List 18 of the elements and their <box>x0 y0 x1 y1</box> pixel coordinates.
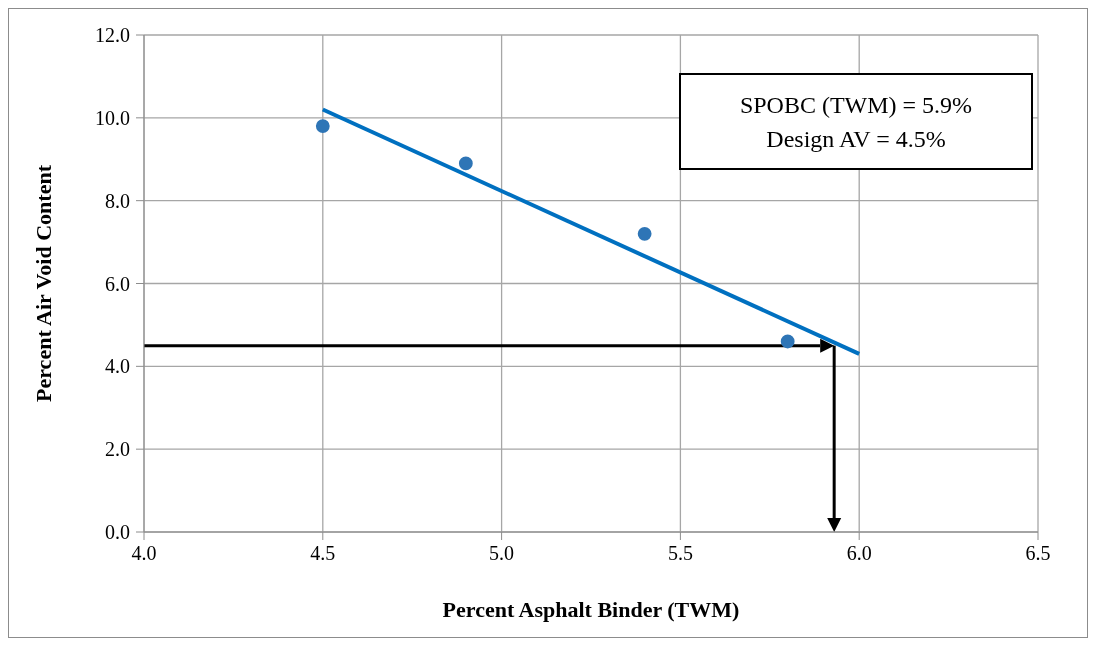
x-tick-label: 6.5 <box>1025 542 1051 565</box>
annotation: Design AV = 4.5% <box>766 124 946 154</box>
x-tick-label: 5.0 <box>489 542 515 565</box>
x-tick-label: 4.5 <box>310 542 336 565</box>
y-tick-label: 10.0 <box>95 106 130 129</box>
x-axis-title: Percent Asphalt Binder (TWM) <box>442 597 740 622</box>
annotation: SPOBC (TWM) = 5.9% <box>739 90 973 120</box>
y-tick-label: 0.0 <box>105 521 130 544</box>
x-tick-label: 4.0 <box>131 542 157 565</box>
y-tick-label: 4.0 <box>105 355 130 378</box>
y-tick-label: 2.0 <box>105 438 130 461</box>
y-tick-label: 6.0 <box>105 272 130 295</box>
y-tick-label: 12.0 <box>95 24 130 47</box>
x-tick-label: 5.5 <box>667 542 693 565</box>
y-axis-title: Percent Air Void Content <box>30 164 56 402</box>
x-tick-label: 6.0 <box>846 542 872 565</box>
y-tick-label: 8.0 <box>105 189 130 212</box>
text-box: SPOBC (TWM) = 5.9% Design AV = 4.5% <box>679 73 1033 170</box>
